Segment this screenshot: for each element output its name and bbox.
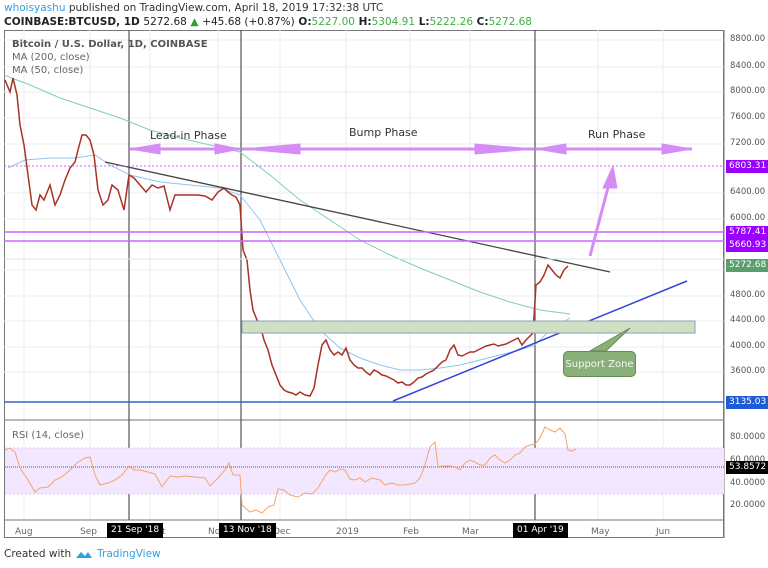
rsi-tick: 80.0000	[730, 432, 766, 442]
price-tag-6803: 6803.31	[726, 160, 768, 173]
run-phase-label: Run Phase	[588, 128, 646, 141]
author-link[interactable]: whoisyashu	[4, 2, 66, 14]
open-label: O:	[298, 16, 312, 28]
price-tag-3135: 3135.03	[726, 396, 768, 409]
publish-line: whoisyashu published on TradingView.com,…	[4, 2, 383, 14]
price-tag-5660: 5660.93	[726, 239, 768, 252]
price-change: +45.68 (+0.87%)	[202, 16, 295, 28]
y-tick: 6400.00	[730, 187, 766, 197]
phase-dividers	[128, 30, 536, 520]
phase-arrows	[129, 143, 693, 257]
date-tag-bump: 13 Nov '18	[219, 523, 276, 538]
ma50-line	[7, 154, 571, 371]
close-value: 5272.68	[488, 16, 532, 28]
y-tick: 8400.00	[730, 61, 766, 71]
symbol-label: COINBASE:BTCUSD, 1D	[4, 16, 140, 28]
rsi-band	[5, 448, 724, 494]
rsi-value-tag: 53.8572	[726, 461, 768, 474]
ascending-trendline	[392, 280, 688, 402]
ma50-legend[interactable]: MA (50, close)	[12, 65, 84, 76]
grid	[4, 30, 724, 520]
date-tag-run: 01 Apr '19	[513, 523, 568, 538]
chart-title: Bitcoin / U.S. Dollar, 1D, COINBASE	[12, 39, 208, 50]
x-tick: Nov	[208, 527, 226, 537]
support-zone-callout: Support Zone	[563, 351, 636, 377]
x-tick: Jun	[656, 527, 671, 537]
rsi-tick: 60.0000	[730, 455, 766, 465]
created-with-label: Created with	[4, 548, 72, 560]
y-tick: 7200.00	[730, 138, 766, 148]
rsi-legend[interactable]: RSI (14, close)	[12, 430, 85, 441]
y-tick: 8000.00	[730, 86, 766, 96]
high-label: H:	[358, 16, 372, 28]
x-tick: Dec	[273, 527, 291, 537]
chart-legend: Bitcoin / U.S. Dollar, 1D, COINBASE MA (…	[12, 38, 208, 77]
last-price: 5272.68	[143, 16, 187, 28]
high-value: 5304.91	[371, 16, 416, 28]
y-tick: 4800.00	[730, 290, 766, 300]
rsi-tick: 20.0000	[730, 500, 766, 510]
x-tick: Feb	[403, 527, 419, 537]
up-arrow-icon: ▲	[190, 16, 199, 28]
y-tick: 4400.00	[730, 315, 766, 325]
price-tag-last: 5272.68	[726, 259, 768, 272]
y-tick: 6000.00	[730, 213, 766, 223]
x-tick: Sep	[80, 527, 97, 537]
x-tick: Aug	[15, 527, 33, 537]
lead-in-phase-label: Lead-in Phase	[150, 129, 227, 142]
y-tick: 7600.00	[730, 112, 766, 122]
y-tick: 4000.00	[730, 341, 766, 351]
rsi-line	[4, 426, 577, 514]
y-tick: 8800.00	[730, 34, 766, 44]
y-tick: 3600.00	[730, 366, 766, 376]
descending-trendline	[104, 161, 611, 273]
ma200-legend[interactable]: MA (200, close)	[12, 52, 90, 63]
x-tick: Mar	[462, 527, 479, 537]
bump-phase-label: Bump Phase	[349, 126, 418, 139]
candles	[4, 77, 569, 397]
open-value: 5227.00	[311, 16, 355, 28]
low-value: 5222.26	[429, 16, 473, 28]
price-tag-5787: 5787.41	[726, 226, 768, 239]
ma200-line	[3, 74, 571, 315]
low-label: L:	[418, 16, 430, 28]
tradingview-link[interactable]: TradingView	[97, 548, 161, 560]
rsi-tick: 40.0000	[730, 478, 766, 488]
ohlc-line: COINBASE:BTCUSD, 1D 5272.68 ▲ +45.68 (+0…	[4, 16, 532, 28]
footer: Created with TradingView	[4, 548, 161, 560]
close-label: C:	[476, 16, 489, 28]
x-tick: 2019	[336, 527, 359, 537]
publish-info: published on TradingView.com, April 18, …	[65, 2, 384, 14]
support-zone-rect	[241, 320, 696, 334]
date-tag-lead-in: 21 Sep '18	[107, 523, 164, 538]
x-tick: May	[591, 527, 610, 537]
tradingview-logo-icon	[76, 552, 93, 558]
